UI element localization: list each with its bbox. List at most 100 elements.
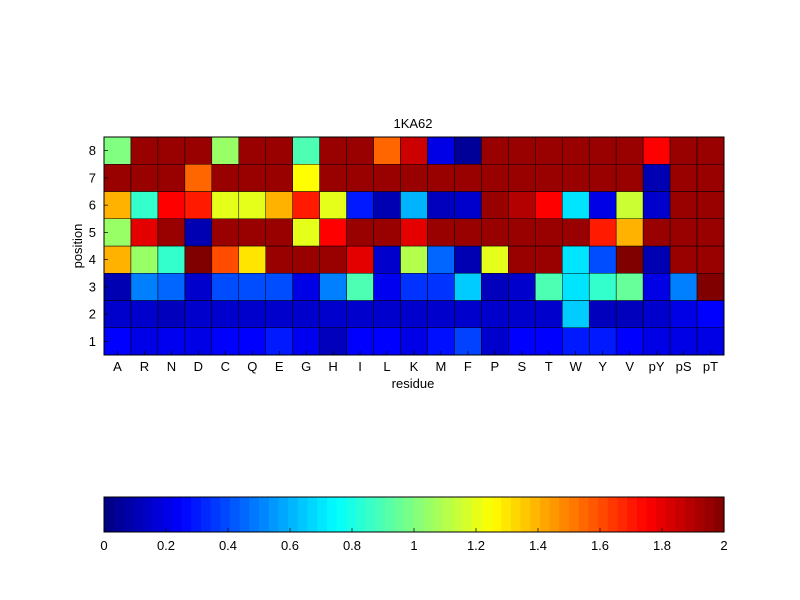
- heatmap-cell: [346, 191, 374, 219]
- heatmap-cell: [157, 245, 186, 274]
- colorbar-step: [307, 497, 318, 532]
- colorbar-tick-label: 2: [720, 538, 727, 553]
- heatmap-cell: [184, 273, 213, 301]
- colorbar-step: [123, 497, 134, 532]
- heatmap-cell: [211, 164, 240, 192]
- heatmap-cell: [427, 164, 455, 192]
- colorbar-step: [133, 497, 144, 532]
- heatmap-cell: [562, 273, 590, 301]
- x-tick-label: L: [383, 359, 390, 374]
- colorbar-step: [520, 497, 531, 532]
- heatmap-cell: [373, 300, 401, 328]
- heatmap-cell: [588, 245, 617, 274]
- heatmap-cell: [346, 136, 374, 165]
- heatmap-cell: [642, 327, 671, 356]
- heatmap-cell: [669, 273, 698, 301]
- heatmap-cell: [373, 136, 401, 165]
- colorbar-step: [491, 497, 502, 532]
- colorbar-tick-label: 1: [410, 538, 417, 553]
- x-tick-label: S: [517, 359, 526, 374]
- colorbar-step: [181, 497, 192, 532]
- heatmap-cell: [508, 136, 536, 165]
- heatmap-cell: [642, 218, 671, 247]
- colorbar-step: [152, 497, 163, 532]
- heatmap-cell: [103, 245, 132, 274]
- heatmap-cell: [669, 218, 698, 247]
- heatmap-cell: [588, 191, 617, 219]
- heatmap-cell: [615, 245, 644, 274]
- x-tick-label: T: [545, 359, 553, 374]
- heatmap-cell: [292, 300, 320, 328]
- heatmap-cell: [562, 245, 590, 274]
- heatmap-cell: [481, 300, 509, 328]
- x-tick-label: W: [570, 359, 583, 374]
- heatmap-cell: [669, 245, 698, 274]
- heatmap-cell: [562, 300, 590, 328]
- colorbar-step: [501, 497, 512, 532]
- heatmap-cell: [669, 300, 698, 328]
- heatmap-cell: [508, 245, 536, 274]
- y-tick-label: 2: [89, 307, 96, 322]
- heatmap-cell: [319, 300, 347, 328]
- heatmap-cell: [103, 218, 132, 247]
- heatmap-cell: [292, 273, 320, 301]
- heatmap-cell: [130, 327, 159, 356]
- heatmap-cell: [454, 164, 482, 192]
- heatmap-cell: [400, 273, 428, 301]
- heatmap-cell: [696, 218, 725, 247]
- heatmap-cell: [265, 273, 293, 301]
- heatmap-cell: [103, 164, 132, 192]
- heatmap-cell: [211, 273, 240, 301]
- colorbar-step: [394, 497, 405, 532]
- colorbar-step: [539, 497, 551, 532]
- colorbar-tick-label: 1.2: [467, 538, 485, 553]
- heatmap-cell: [211, 300, 240, 328]
- heatmap-cell: [265, 164, 293, 192]
- colorbar-step: [355, 497, 367, 532]
- heatmap-cell: [508, 327, 536, 356]
- heatmap-cell: [103, 327, 132, 356]
- heatmap-cell: [481, 273, 509, 301]
- colorbar-step: [249, 497, 260, 532]
- x-tick-label: N: [167, 359, 176, 374]
- heatmap-cell: [642, 136, 671, 165]
- x-tick-label: pT: [703, 359, 718, 374]
- colorbar-step: [268, 497, 279, 532]
- heatmap-cell: [211, 191, 240, 219]
- heatmap-cell: [319, 164, 347, 192]
- heatmap-cell: [454, 327, 482, 356]
- colorbar-step: [220, 497, 231, 532]
- colorbar-step: [462, 497, 473, 532]
- colorbar-tick-label: 0.4: [219, 538, 237, 553]
- heatmap-cell: [427, 327, 455, 356]
- heatmap-cell: [508, 191, 536, 219]
- heatmap-cell: [265, 327, 293, 356]
- heatmap-cell: [588, 327, 617, 356]
- heatmap-cell: [157, 218, 186, 247]
- colorbar-tick-label: 0: [100, 538, 107, 553]
- colorbar-step: [656, 497, 667, 532]
- heatmap-cell: [292, 245, 320, 274]
- x-tick-label: H: [328, 359, 337, 374]
- heatmap-cell: [696, 191, 725, 219]
- colorbar-step: [685, 497, 696, 532]
- x-tick-label: pS: [676, 359, 692, 374]
- colorbar-step: [210, 497, 221, 532]
- heatmap-cell: [157, 136, 186, 165]
- colorbar-step: [365, 497, 376, 532]
- colorbar-step: [694, 497, 706, 532]
- heatmap-cell: [157, 300, 186, 328]
- heatmap-cell: [265, 300, 293, 328]
- heatmap-cell: [481, 136, 509, 165]
- heatmap-cell: [535, 300, 563, 328]
- colorbar-step: [200, 497, 212, 532]
- heatmap-cell: [481, 218, 509, 247]
- colorbar-step: [336, 497, 347, 532]
- heatmap-cell: [373, 191, 401, 219]
- heatmap-cell: [130, 136, 159, 165]
- heatmap-cell: [238, 327, 266, 356]
- heatmap-cell: [238, 191, 266, 219]
- heatmap-cell: [184, 245, 213, 274]
- heatmap-cell: [427, 245, 455, 274]
